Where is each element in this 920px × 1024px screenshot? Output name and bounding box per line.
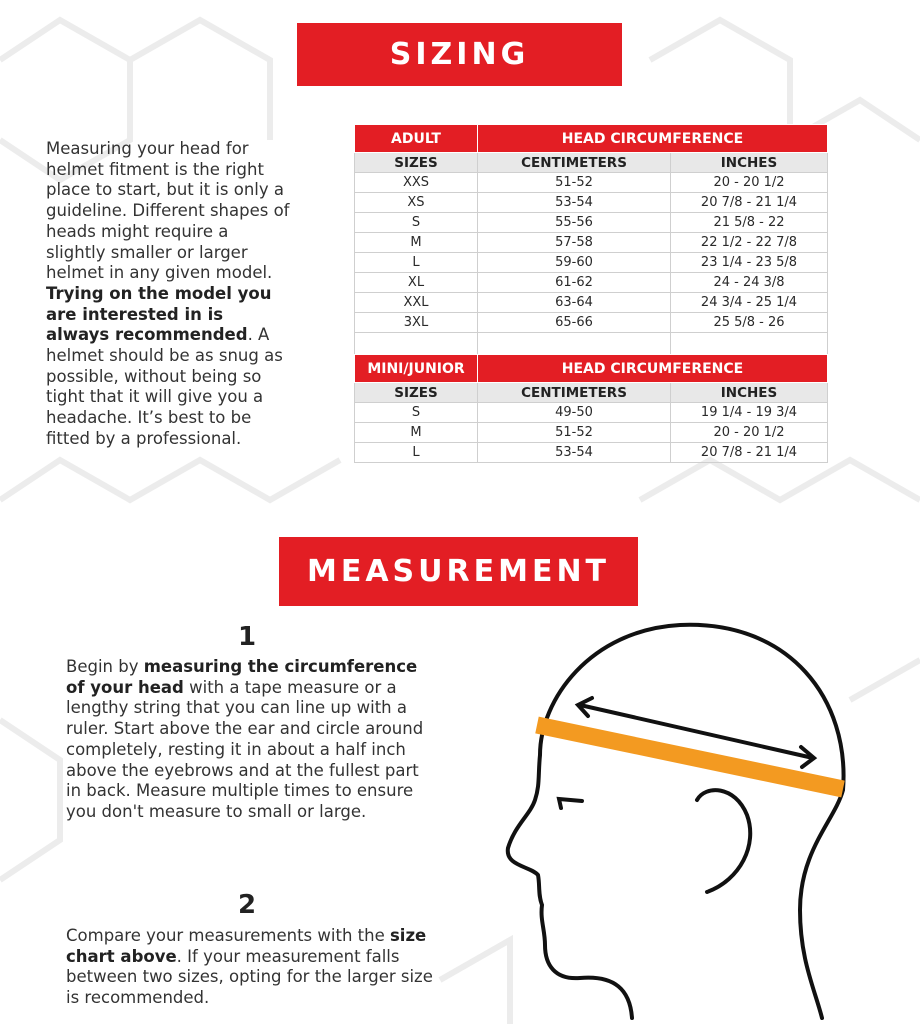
junior-size-table: MINI/JUNIOR HEAD CIRCUMFERENCE SIZES CENTI… (354, 354, 828, 463)
centimeters-cell: 51-52 (477, 422, 671, 443)
size-cell: XS (354, 192, 478, 213)
table-row: L 59-60 23 1/4 - 23 5/8 (354, 252, 828, 273)
step-2-number: 2 (238, 890, 257, 920)
inches-cell: 20 - 20 1/2 (670, 172, 828, 193)
centimeters-cell: 65-66 (477, 312, 671, 333)
ear-icon (695, 788, 753, 894)
step-2-text: Compare your measurements with the size … (66, 926, 438, 1009)
col-header: CENTIMETERS (477, 382, 671, 403)
span-header: HEAD CIRCUMFERENCE (477, 354, 828, 383)
table-row: XL 61-62 24 - 24 3/8 (354, 272, 828, 293)
intro-text: Measuring your head for helmet fitment i… (46, 139, 290, 283)
table-row: S 55-56 21 5/8 - 22 (354, 212, 828, 233)
measurement-banner: MEASUREMENT (279, 537, 638, 606)
intro-bold-text: Trying on the model you are interested i… (46, 283, 272, 345)
centimeters-cell: 61-62 (477, 272, 671, 293)
step-1-number: 1 (238, 622, 257, 652)
sizing-banner: SIZING (297, 23, 622, 86)
step-1-text: Begin by measuring the circumference of … (66, 657, 438, 823)
group-header: MINI/JUNIOR (354, 354, 478, 383)
step-text: . If your measurement falls between two … (66, 946, 433, 1008)
inches-cell: 22 1/2 - 22 7/8 (670, 232, 828, 253)
col-header: INCHES (670, 152, 828, 173)
inches-cell: 20 7/8 - 21 1/4 (670, 442, 828, 463)
tape-band (535, 716, 845, 798)
span-header: HEAD CIRCUMFERENCE (477, 124, 828, 153)
step-text: with a tape measure or a lengthy string … (66, 677, 424, 821)
adult-size-table: ADULT HEAD CIRCUMFERENCE SIZES CENTIMETERS… (354, 124, 828, 355)
table-row: XS 53-54 20 7/8 - 21 1/4 (354, 192, 828, 213)
intro-paragraph: Measuring your head for helmet fitment i… (46, 139, 291, 450)
step-bold-text: size chart above (66, 926, 427, 966)
table-row: 3XL 65-66 25 5/8 - 26 (354, 312, 828, 333)
inches-cell: 23 1/4 - 23 5/8 (670, 252, 828, 273)
eye-icon (556, 796, 584, 810)
step-text: Begin by (66, 657, 144, 676)
centimeters-cell: 59-60 (477, 252, 671, 273)
head-outline (505, 622, 846, 1020)
intro-text-end: . A helmet should be as snug as possible… (46, 325, 283, 448)
double-arrow-icon (574, 696, 818, 769)
col-header: CENTIMETERS (477, 152, 671, 173)
inches-cell: 24 3/4 - 25 1/4 (670, 292, 828, 313)
group-header: ADULT (354, 124, 478, 153)
step-text: Compare your measurements with the (66, 926, 390, 945)
table-row: L 53-54 20 7/8 - 21 1/4 (354, 442, 828, 463)
step-bold-text: measuring the circumference of your head (66, 657, 418, 697)
inches-cell: 20 7/8 - 21 1/4 (670, 192, 828, 213)
